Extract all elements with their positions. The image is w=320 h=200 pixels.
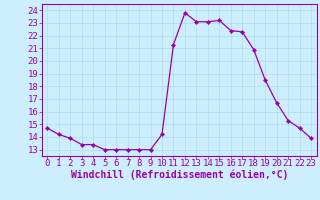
X-axis label: Windchill (Refroidissement éolien,°C): Windchill (Refroidissement éolien,°C): [70, 170, 288, 180]
